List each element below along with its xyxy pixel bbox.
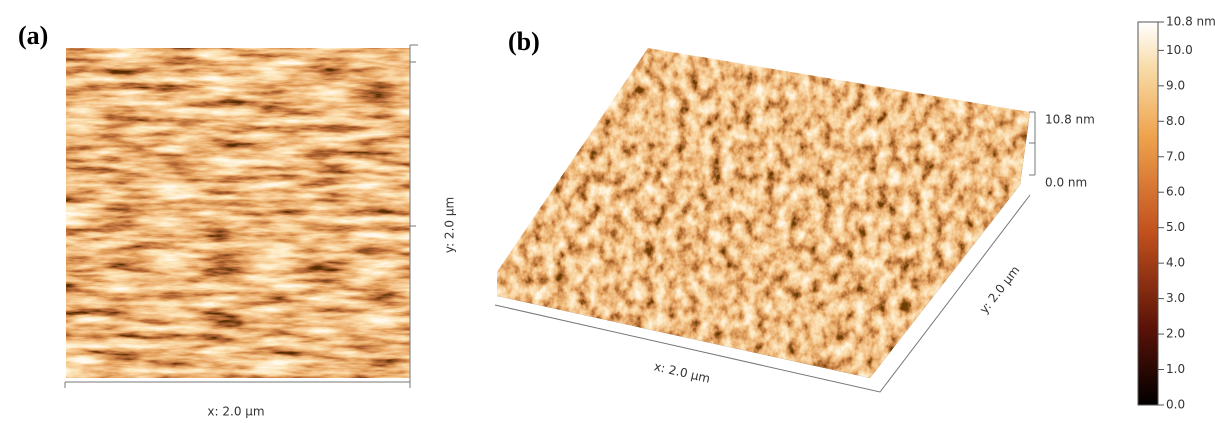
colorbar-tick-label: 7.0 (1166, 149, 1185, 163)
colorbar-tick-label: 0.0 (1166, 398, 1185, 412)
panel-label: (a) (18, 21, 48, 50)
y-axis-label: y: 2.0 µm (977, 263, 1023, 316)
z-tick-label: 0.0 nm (1045, 176, 1087, 190)
afm-surface (497, 48, 1030, 378)
afm-surface (66, 48, 410, 378)
colorbar-tick-label: 1.0 (1166, 362, 1185, 376)
colorbar-tick-label: 8.0 (1166, 114, 1185, 128)
x-axis-label: x: 2.0 µm (653, 359, 712, 386)
panel-label: (b) (508, 27, 540, 56)
colorbar-tick-label: 9.0 (1166, 78, 1185, 92)
axis-frame (494, 111, 1036, 393)
colorbar-ticks: 10.8 nm 10.0 9.0 8.0 7.0 6.0 5.0 4.0 3.0 2.0 1.0 0.… (1158, 15, 1215, 412)
axis-frame (64, 44, 418, 388)
colorbar-tick-label: 6.0 (1166, 185, 1185, 199)
colorbar-tick-label: 10.0 (1166, 43, 1193, 57)
colorbar-tick-label: 2.0 (1166, 327, 1185, 341)
colorbar (1137, 21, 1159, 406)
z-tick-label: 10.8 nm (1045, 113, 1095, 127)
colorbar-tick-label: 3.0 (1166, 291, 1185, 305)
y-axis-label: y: 2.0 µm (443, 197, 457, 253)
colorbar-tick-label: 5.0 (1166, 220, 1185, 234)
colorbar-tick-label: 4.0 (1166, 256, 1185, 270)
x-axis-label: x: 2.0 µm (207, 405, 264, 419)
colorbar-tick-label: 10.8 nm (1166, 15, 1215, 29)
